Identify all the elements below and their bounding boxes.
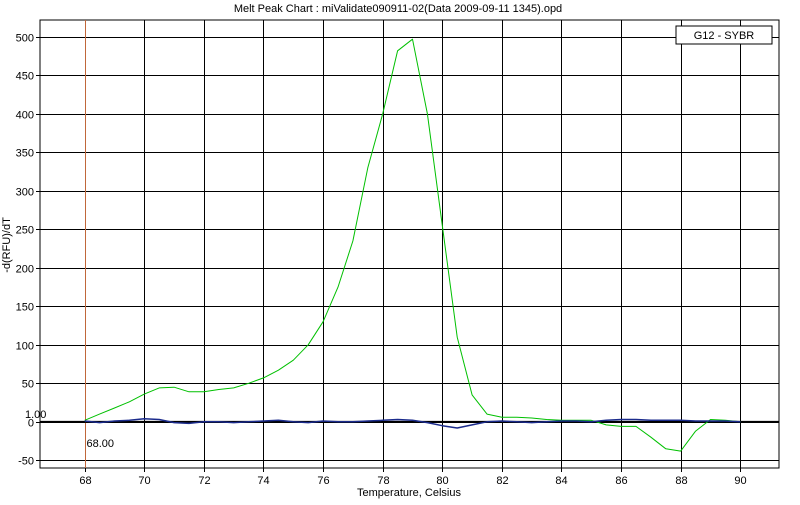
legend-box — [675, 25, 773, 45]
marker-x-value-label: 68.00 — [87, 438, 115, 450]
plot-area — [39, 19, 780, 469]
x-tick-label: 78 — [377, 475, 389, 487]
y-tick-label: 300 — [16, 187, 34, 199]
y-tick-label: 450 — [16, 71, 34, 83]
x-tick-label: 68 — [79, 475, 91, 487]
x-tick-label: 70 — [138, 475, 150, 487]
x-tick-label: 90 — [734, 475, 746, 487]
x-tick-label: 86 — [615, 475, 627, 487]
y-tick-label: 50 — [22, 379, 34, 391]
y-tick-label: 500 — [16, 33, 34, 45]
x-tick-label: 72 — [198, 475, 210, 487]
y-tick-label: 250 — [16, 225, 34, 237]
y-axis-title: -d(RFU)/dT — [1, 217, 13, 273]
x-tick-label: 82 — [496, 475, 508, 487]
marker-layer: 1.00 68.00 — [25, 20, 779, 468]
green-melt-curve — [84, 38, 741, 452]
chart-title: Melt Peak Chart : miValidate090911-02(Da… — [234, 3, 562, 15]
y-tick-label: 0 — [28, 418, 34, 430]
x-axis-title: Temperature, Celsius — [357, 487, 461, 499]
x-tick-label: 88 — [675, 475, 687, 487]
legend: G12 - SYBR — [675, 25, 773, 45]
x-tick-label: 74 — [257, 475, 269, 487]
x-tick-label: 80 — [436, 475, 448, 487]
x-tick-label: 84 — [555, 475, 567, 487]
y-tick-label: 350 — [16, 148, 34, 160]
y-tick-label: 150 — [16, 302, 34, 314]
y-tick-label: -50 — [18, 456, 34, 468]
y-tick-label: 200 — [16, 264, 34, 276]
y-tick-label: 100 — [16, 341, 34, 353]
y-tick-label: 400 — [16, 110, 34, 122]
x-tick-label: 76 — [317, 475, 329, 487]
series-layer — [84, 38, 741, 452]
blue-melt-curve — [84, 417, 741, 429]
threshold-value-label: 1.00 — [25, 409, 46, 421]
tick-layer: 68 70 72 74 76 78 80 82 84 86 88 90 -50 0 50 100 150 200 2… — [16, 33, 747, 488]
legend-label: G12 - SYBR — [694, 30, 755, 42]
